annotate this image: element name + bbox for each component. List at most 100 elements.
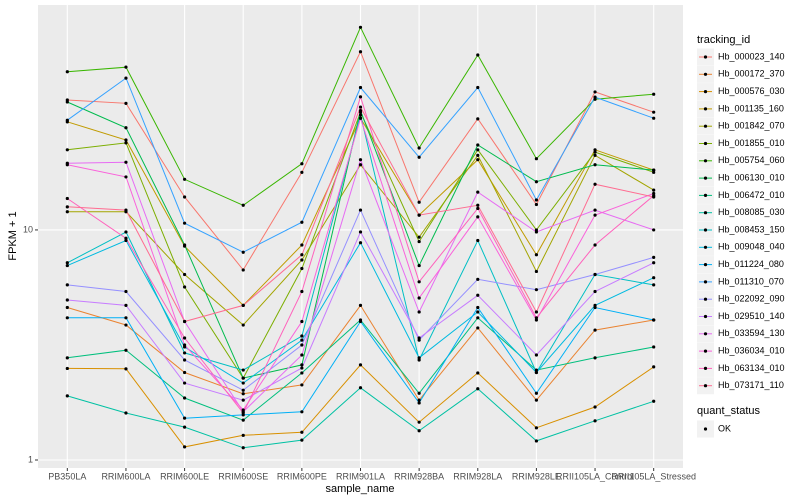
point: [358, 163, 363, 167]
point: [182, 381, 187, 385]
legend-title: tracking_id: [697, 34, 750, 46]
point: [300, 253, 304, 257]
x-tick-label: PB350LA: [48, 471, 86, 481]
point: [652, 188, 656, 192]
x-tick-label: RRIM928LA: [453, 471, 502, 481]
point: [124, 160, 128, 164]
point: [241, 446, 245, 450]
legend-label: Hb_000172_370: [718, 69, 785, 79]
point: [417, 391, 421, 395]
point: [358, 241, 363, 245]
y-tick-label: 10: [23, 224, 33, 234]
point: [241, 398, 245, 402]
point: [182, 396, 187, 400]
point: [476, 206, 480, 211]
legend-dot: [703, 280, 708, 284]
point: [476, 293, 480, 297]
legend-dot: [703, 176, 708, 180]
point: [65, 263, 69, 268]
point: [652, 399, 656, 403]
point: [182, 343, 187, 347]
point: [476, 310, 480, 314]
point: [182, 351, 187, 355]
point: [300, 363, 304, 367]
point: [241, 268, 245, 272]
point: [300, 366, 304, 370]
point: [65, 205, 69, 209]
point: [476, 316, 480, 320]
x-tick-label: RRIM600PE: [277, 471, 327, 481]
point: [652, 365, 656, 369]
point: [241, 368, 245, 372]
legend-dot: [703, 159, 708, 163]
point: [300, 266, 304, 271]
point: [124, 101, 128, 105]
legend2-dot: [703, 427, 708, 431]
point: [593, 153, 597, 157]
point: [358, 50, 363, 54]
point: [476, 158, 480, 162]
legend-dot: [703, 55, 708, 59]
point: [358, 116, 363, 120]
point: [300, 430, 304, 434]
legend-dot: [703, 193, 708, 197]
point: [534, 316, 539, 320]
point: [476, 143, 480, 147]
point: [534, 198, 539, 202]
point: [417, 401, 421, 405]
point: [652, 255, 656, 259]
point: [358, 109, 363, 113]
point: [593, 305, 597, 310]
point: [534, 398, 539, 402]
point: [652, 168, 656, 172]
point: [65, 366, 69, 371]
point: [417, 263, 421, 268]
point: [300, 353, 304, 357]
point: [593, 272, 597, 277]
legend-dot: [703, 349, 708, 353]
point: [652, 228, 656, 232]
point: [65, 261, 69, 265]
legend-dot: [703, 72, 708, 76]
point: [241, 376, 245, 380]
point: [300, 343, 304, 347]
legend-dot: [703, 314, 708, 319]
point: [300, 338, 304, 342]
point: [417, 200, 421, 204]
point: [476, 277, 480, 281]
legend-dot: [703, 384, 708, 388]
x-axis-title: sample_name: [325, 483, 394, 495]
point: [65, 118, 69, 122]
point: [652, 195, 656, 199]
legend-label: Hb_005754_060: [718, 155, 785, 165]
legend-dot: [703, 124, 708, 128]
legend-label: Hb_000023_140: [718, 51, 785, 61]
point: [124, 138, 128, 142]
point: [300, 243, 304, 247]
point: [65, 394, 69, 398]
legend-label: Hb_011224_080: [718, 259, 784, 269]
point: [182, 221, 187, 225]
point: [300, 410, 304, 414]
point: [65, 316, 69, 320]
point: [476, 238, 480, 243]
x-tick-label: RRIM928LE: [512, 471, 561, 481]
point: [358, 386, 363, 390]
point: [65, 305, 69, 310]
point: [124, 238, 128, 243]
point: [593, 148, 597, 152]
point: [534, 353, 539, 357]
point: [417, 235, 421, 239]
point: [358, 230, 363, 234]
point: [241, 250, 245, 254]
point: [593, 95, 597, 99]
point: [65, 196, 69, 201]
point: [534, 318, 539, 322]
point: [65, 210, 69, 214]
point: [417, 310, 421, 314]
x-tick-label: RRIM600SE: [218, 471, 268, 481]
point: [241, 392, 245, 396]
x-tick-label: RRIM600LE: [160, 471, 209, 481]
point: [124, 316, 128, 320]
point: [534, 180, 539, 184]
